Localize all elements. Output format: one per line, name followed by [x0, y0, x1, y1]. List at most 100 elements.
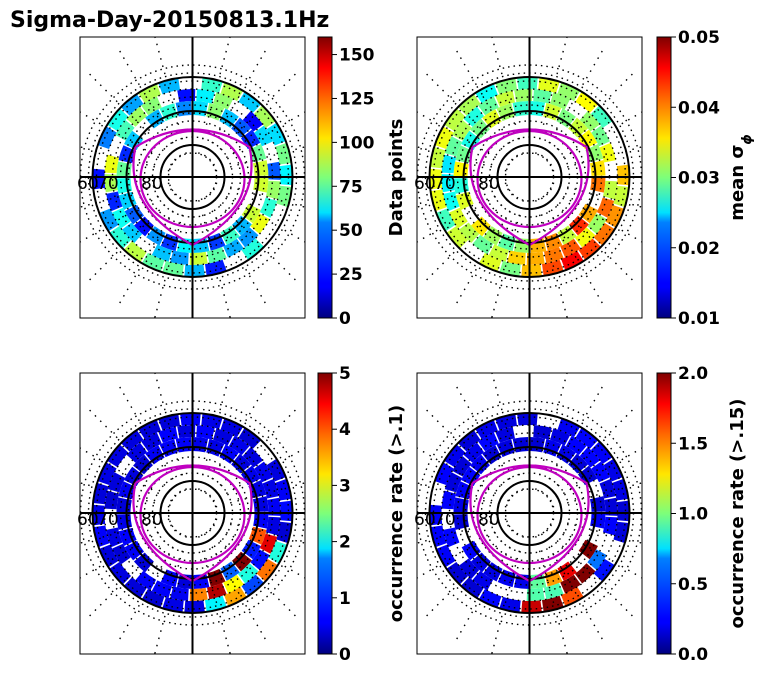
heatmap-cell	[538, 77, 560, 94]
grid-meridian-dotted	[417, 188, 510, 243]
heatmap-cell	[460, 577, 484, 599]
heatmap-cell	[109, 562, 132, 585]
heatmap-cell	[575, 427, 599, 449]
grid-meridian-dotted	[535, 373, 568, 490]
heatmap-cell	[458, 558, 480, 579]
heatmap-cell	[441, 490, 456, 510]
heatmap-cell	[107, 108, 129, 132]
grid-meridian-dotted	[535, 200, 569, 318]
heatmap-cell	[590, 441, 613, 464]
heatmap-cell	[591, 461, 610, 483]
grid-meridian-dotted	[540, 382, 606, 493]
colorbar-label: occurrence rate (>.1)	[386, 405, 407, 622]
heatmap-cell	[104, 154, 119, 174]
colorbar-tick-label: 0.04	[678, 98, 720, 118]
heatmap-cell	[116, 497, 132, 513]
axes-frame	[79, 372, 306, 655]
heatmap-cell	[112, 207, 131, 229]
colorbar	[656, 372, 672, 655]
colorbar-label-subscript: ϕ	[740, 134, 755, 144]
colorbar-tick-label: 75	[339, 177, 363, 197]
heatmap-cell	[116, 178, 133, 194]
colorbar-tick-label: 2	[339, 533, 351, 553]
colorbar-tick-label: 0.01	[678, 309, 720, 329]
heatmap-cell	[92, 482, 109, 505]
heatmap-cell	[616, 164, 630, 186]
grid-meridian-dotted	[453, 533, 519, 644]
heatmap-cell	[266, 458, 286, 482]
heatmap-cell	[557, 225, 577, 245]
heatmap-cell	[574, 563, 596, 584]
heatmap-cell	[603, 516, 618, 536]
heatmap-cell	[434, 126, 454, 149]
heatmap-cell	[429, 168, 443, 190]
heatmap-cell	[259, 533, 278, 554]
heatmap-cell	[126, 442, 148, 463]
heatmap-cell	[145, 445, 165, 465]
heatmap-cell	[482, 109, 502, 129]
grid-meridian-dotted	[540, 46, 606, 157]
heatmap-cell	[250, 549, 270, 571]
heatmap-cell	[196, 425, 215, 440]
heatmap-cell	[266, 180, 281, 200]
heatmap-cell	[253, 105, 276, 128]
latitude-label: 80	[478, 510, 500, 530]
heatmap-cell	[123, 241, 147, 263]
grid-meridian-dotted	[116, 46, 182, 157]
grid-meridian-dotted	[490, 200, 524, 318]
heatmap-cell	[565, 435, 587, 456]
heatmap-cell	[242, 111, 264, 132]
grid-meridian-dotted	[153, 200, 187, 318]
heatmap-cell	[443, 527, 460, 548]
heatmap-cell	[499, 596, 521, 613]
heatmap-cell	[266, 122, 286, 146]
heatmap-cell	[604, 497, 618, 516]
colorbar	[317, 372, 333, 655]
axes-frame	[79, 36, 306, 319]
heatmap-cell	[603, 180, 618, 200]
heatmap-cell	[109, 226, 132, 249]
heatmap-cell	[254, 461, 273, 483]
heatmap-cell	[429, 504, 443, 526]
heatmap-cell	[616, 500, 630, 522]
heatmap-cell	[514, 89, 533, 103]
heatmap-cell	[141, 432, 162, 452]
heatmap-cell	[591, 125, 610, 147]
heatmap-cell	[444, 108, 466, 132]
heatmap-cell	[589, 496, 606, 512]
heatmap-cell	[593, 558, 615, 582]
heatmap-cell	[256, 558, 278, 582]
heatmap-cell	[533, 89, 552, 104]
grid-meridian-dotted	[417, 524, 510, 579]
heatmap-cell	[521, 264, 542, 277]
colorbar-tick-label: 25	[339, 265, 363, 285]
heatmap-cell	[461, 540, 482, 561]
heatmap-cell	[177, 89, 196, 103]
heatmap-cell	[557, 82, 581, 102]
heatmap-cell	[107, 472, 126, 493]
heatmap-cell	[276, 521, 293, 544]
heatmap-cell	[97, 126, 117, 149]
heatmap-cell	[196, 89, 215, 104]
heatmap-cell	[238, 427, 262, 449]
grid-meridian-dotted	[116, 197, 182, 308]
grid-meridian-dotted	[212, 111, 305, 166]
heatmap-cell	[443, 191, 460, 212]
latitude-label: 60	[414, 510, 436, 530]
grid-meridian-dotted	[453, 382, 519, 493]
polar-map	[80, 373, 305, 654]
heatmap-cell	[574, 227, 596, 248]
heatmap-cell	[436, 208, 456, 232]
heatmap-cell	[560, 574, 581, 594]
polar-map	[80, 37, 305, 318]
heatmap-cell	[228, 435, 250, 456]
latitude-label: 60	[414, 174, 436, 194]
heatmap-cell	[123, 577, 147, 599]
colorbar-tick-label: 0.02	[678, 239, 720, 259]
heatmap-cell	[241, 238, 265, 261]
grid-meridian-dotted	[85, 193, 177, 284]
heatmap-cell	[429, 146, 446, 169]
grid-meridian-dotted	[545, 406, 637, 497]
colorbar	[317, 36, 333, 319]
